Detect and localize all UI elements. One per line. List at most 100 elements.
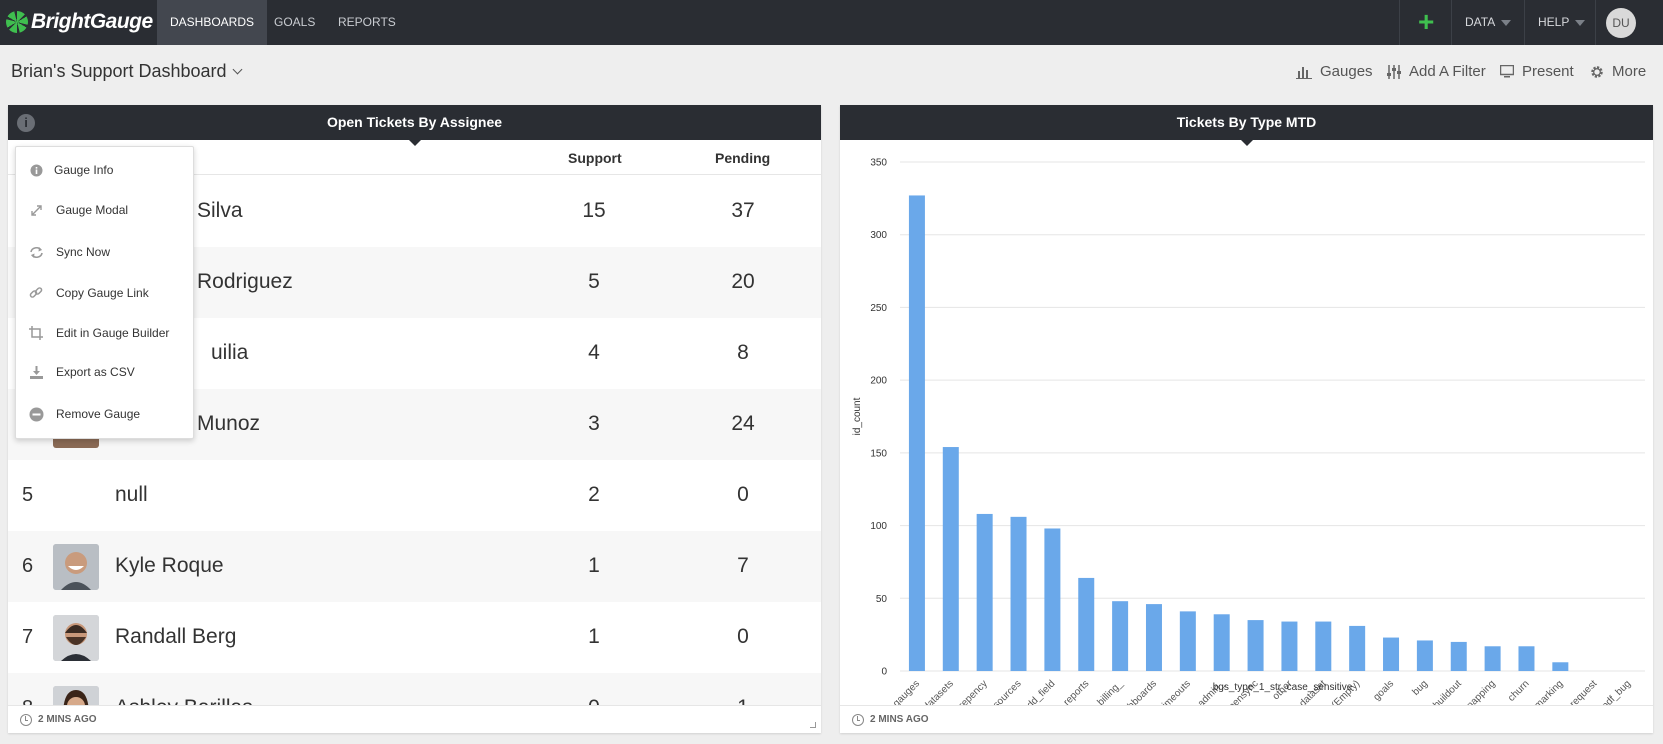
y-tick-label: 200 (870, 376, 887, 387)
add-filter-button[interactable]: Add A Filter (1387, 63, 1486, 80)
assignee-name: Silva (197, 199, 243, 222)
nav-divider (1399, 0, 1400, 45)
assignee-name: Rodriguez (197, 270, 293, 293)
support-count: 3 (588, 412, 600, 435)
support-count: 1 (588, 554, 600, 577)
bar-dashboards (1145, 604, 1162, 671)
nav-data-label: DATA (1465, 15, 1496, 29)
link-icon (28, 285, 44, 301)
present-label: Present (1522, 63, 1574, 80)
bar-client_mapping (1484, 646, 1501, 671)
nav-help-menu[interactable]: HELP (1524, 0, 1596, 45)
bar-reports (1078, 577, 1095, 671)
pending-count: 7 (737, 554, 749, 577)
pending-count: 24 (731, 412, 755, 435)
nav-help-label: HELP (1538, 15, 1570, 29)
gauge-options-icon[interactable]: i (17, 114, 35, 132)
support-count: 15 (582, 199, 606, 222)
header-notch (408, 140, 421, 146)
menu-item-edit-in-gauge-builder[interactable]: Edit in Gauge Builder (16, 322, 193, 344)
bar-data_customization_add_field (1044, 528, 1061, 671)
gauge-title: Tickets By Type MTD (1176, 114, 1317, 130)
person-photo-icon (53, 686, 99, 705)
menu-label: Gauge Info (54, 163, 114, 177)
rank: 7 (22, 626, 34, 648)
monitor-icon (1500, 65, 1514, 78)
gauge-header: i Open Tickets By Assignee (8, 105, 821, 146)
menu-item-gauge-modal[interactable]: Gauge Modal (16, 199, 193, 221)
brightgauge-logo-icon (6, 11, 28, 33)
menu-item-copy-gauge-link[interactable]: Copy Gauge Link (16, 282, 193, 304)
pending-count: 8 (737, 341, 749, 364)
support-count: 5 (588, 270, 600, 293)
brand-logo[interactable]: BrightGauge (6, 9, 153, 35)
pending-count: 37 (731, 199, 755, 222)
sliders-icon (1387, 64, 1401, 79)
add-filter-label: Add A Filter (1409, 63, 1486, 80)
assignee-name: Munoz (197, 412, 261, 435)
y-tick-label: 300 (870, 230, 887, 241)
info-icon (28, 162, 44, 178)
more-button[interactable]: More (1590, 63, 1646, 80)
clock-icon (20, 714, 32, 726)
crop-icon (28, 325, 44, 341)
person-photo-icon (53, 615, 99, 661)
clock-icon (852, 714, 864, 726)
support-count: 2 (588, 483, 600, 506)
support-count: 4 (588, 341, 600, 364)
resize-handle-icon[interactable] (810, 722, 816, 728)
bar-data_customization_dataset (1315, 621, 1332, 671)
nav-divider (1595, 0, 1596, 45)
nav-reports[interactable]: REPORTS (338, 15, 396, 29)
x-tick-label: datasets (921, 678, 956, 705)
bar-other (1281, 621, 1298, 671)
download-icon (28, 364, 44, 380)
user-avatar[interactable]: DU (1606, 8, 1636, 38)
top-nav: BrightGauge DASHBOARDS GOALS REPORTS + D… (0, 0, 1663, 45)
table-row: 7 Randall Berg 1 0 (8, 602, 821, 673)
bar-bug (1416, 640, 1433, 671)
gauges-button[interactable]: Gauges (1296, 63, 1373, 80)
menu-item-export-as-csv[interactable]: Export as CSV (16, 361, 193, 383)
brand-name: BrightGauge (31, 10, 153, 33)
assignee-name: Ashley Barillas (115, 696, 253, 705)
nav-goals[interactable]: GOALS (274, 15, 316, 29)
header-notch (1240, 140, 1253, 146)
menu-label: Sync Now (56, 245, 111, 259)
last-updated: 2 MINS AGO (870, 714, 929, 725)
menu-label: Gauge Modal (56, 203, 129, 217)
menu-label: Export as CSV (56, 365, 135, 379)
bar-data_customization_buildout (1450, 641, 1467, 671)
gauges-label: Gauges (1320, 63, 1373, 80)
gear-icon (1591, 65, 1603, 78)
column-header-support[interactable]: Support (568, 150, 622, 166)
bar-benchmarking (1552, 662, 1569, 671)
assignee-name: Kyle Roque (115, 554, 224, 577)
last-updated: 2 MINS AGO (38, 714, 97, 725)
column-header-pending[interactable]: Pending (715, 150, 771, 166)
bar-datasources (1010, 516, 1027, 671)
y-tick-label: 50 (876, 594, 888, 605)
pending-count: 1 (713, 696, 773, 705)
menu-item-gauge-info[interactable]: Gauge Info (16, 159, 193, 181)
support-count: 0 (564, 696, 624, 705)
x-tick-label: churn (1506, 678, 1531, 703)
menu-item-sync-now[interactable]: Sync Now (16, 241, 193, 263)
minus-circle-icon (28, 406, 44, 422)
table-row-clip: 8 Ashley Barillas 0 1 (8, 673, 821, 705)
bar-goals (1383, 637, 1400, 671)
add-icon[interactable]: + (1418, 6, 1435, 37)
chevron-down-icon (1501, 19, 1512, 26)
x-tick-label: reports (1062, 678, 1092, 705)
bar-(Empty) (1349, 625, 1366, 671)
table-row: 5 null 2 0 (8, 460, 821, 531)
rank: 8 (22, 697, 33, 705)
present-button[interactable]: Present (1500, 63, 1574, 80)
avatar (53, 544, 99, 590)
nav-data-menu[interactable]: DATA (1451, 0, 1526, 45)
menu-item-remove-gauge[interactable]: Remove Gauge (16, 403, 193, 425)
nav-dashboards[interactable]: DASHBOARDS (157, 0, 268, 45)
pending-count: 0 (737, 483, 749, 506)
dashboard-title-selector[interactable]: Brian's Support Dashboard (11, 61, 243, 82)
chevron-down-icon (1575, 19, 1586, 26)
